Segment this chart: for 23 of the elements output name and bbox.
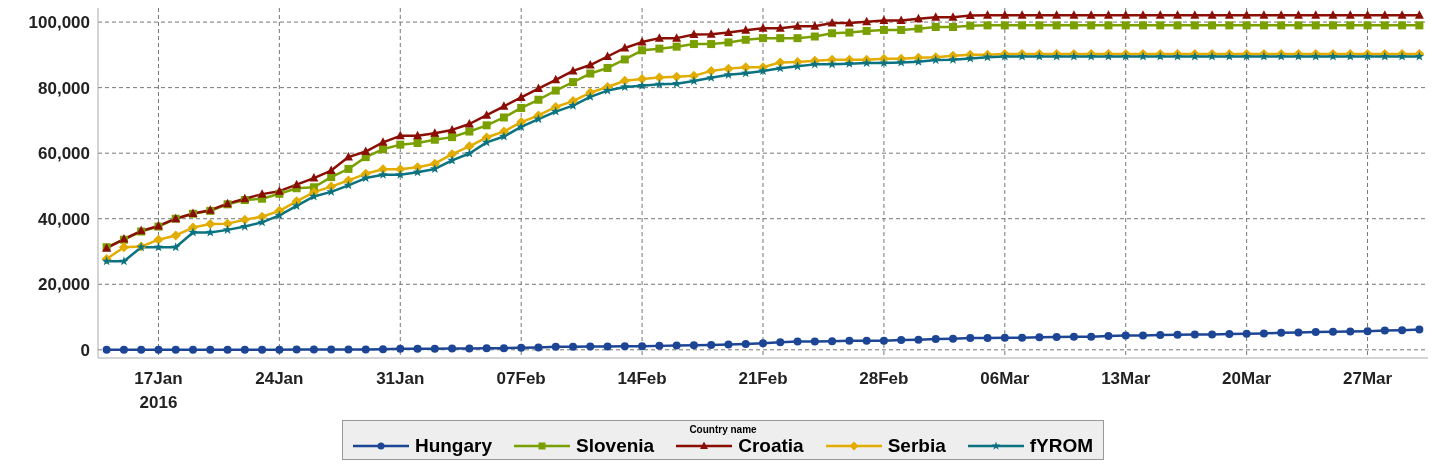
y-tick-label: 100,000 [28,13,90,33]
x-tick-label: 13Mar [1101,369,1151,388]
y-tick-label: 0 [80,340,90,360]
x-tick-label: 20Mar [1222,369,1272,388]
x-tick-label: 24Jan [255,369,304,388]
legend-label: Serbia [887,435,946,457]
y-tick-label: 60,000 [38,144,90,164]
legend-label: fYROM [1029,435,1094,457]
y-tick-label: 80,000 [38,78,90,98]
x-tick-label: 31Jan [376,369,425,388]
x-tick-label: 06Mar [980,369,1030,388]
legend-title: Country name [688,424,758,435]
y-tick-label: 20,000 [38,275,90,295]
y-tick-label: 40,000 [38,209,90,229]
x-tick-label: 27Mar [1342,369,1393,388]
legend-label: Hungary [414,435,493,457]
x-tick-label: 14Feb [617,369,667,388]
x-tick-label: 21Feb [738,369,788,388]
x-tick-label: 28Feb [859,369,909,388]
x-tick-label: 07Feb [496,369,546,388]
legend-label: Slovenia [576,435,655,457]
x-tick-label: 17Jan 2016 [134,369,183,412]
legend-label: Croatia [738,435,804,457]
